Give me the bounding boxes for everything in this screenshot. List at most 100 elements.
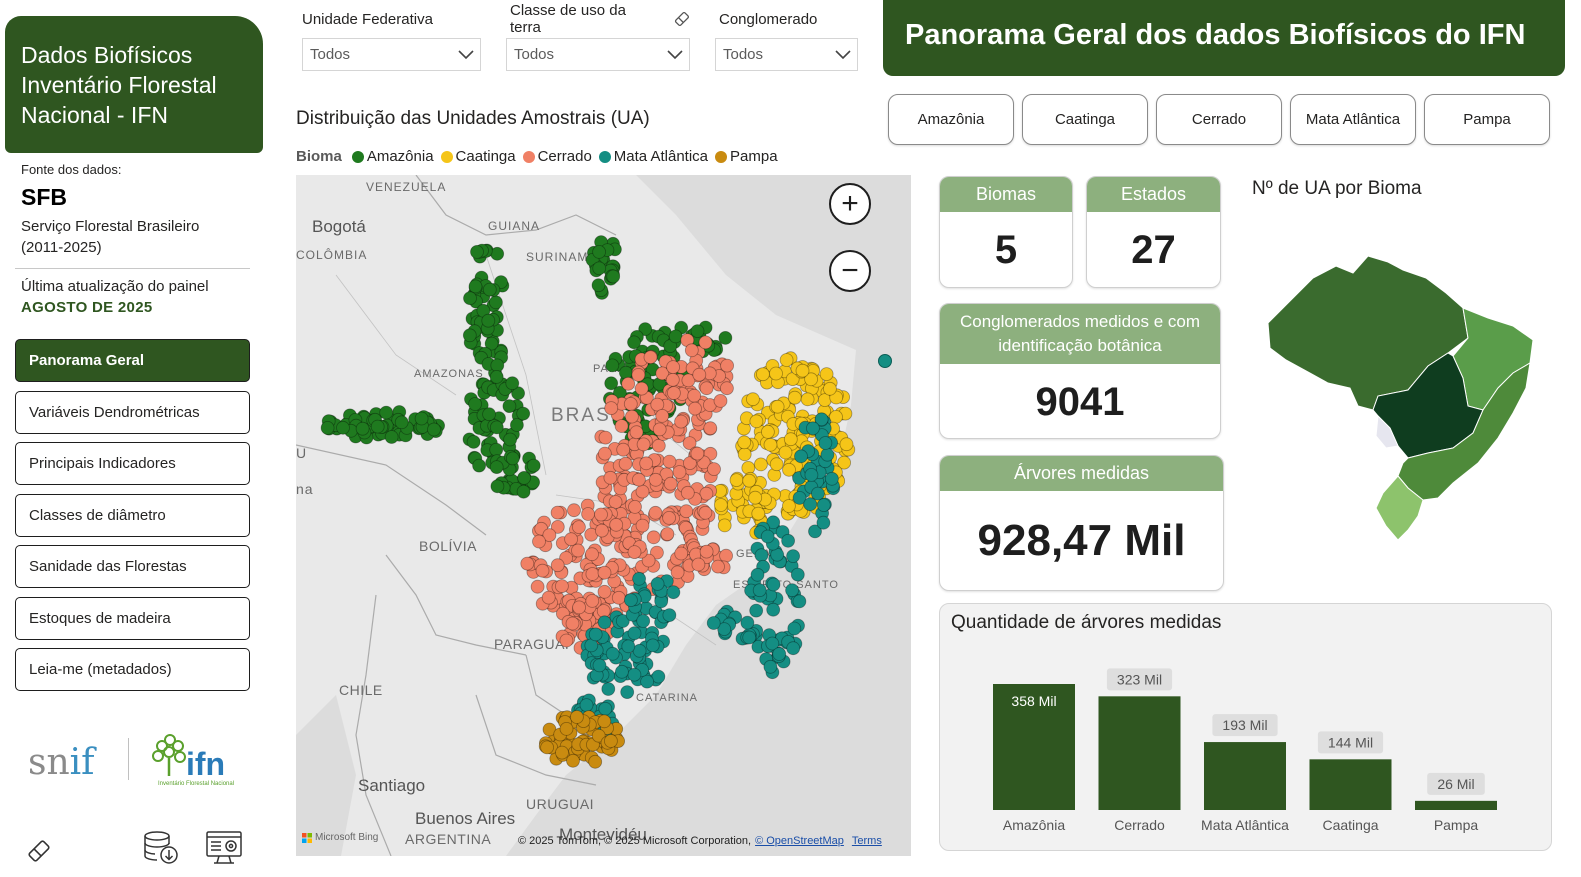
monitor-settings-icon[interactable] [205,830,243,866]
sample-unit-point [754,548,769,563]
card-value: 928,47 Mil [977,516,1186,565]
map-label-buenos-aires: Buenos Aires [415,809,516,828]
legend-item-mata-atlantica[interactable]: Mata Atlântica [598,148,708,165]
sample-unit-point [794,449,808,464]
zoom-in-button[interactable]: + [829,183,871,225]
tab-amazonia[interactable]: Amazônia [888,94,1014,145]
bar-chart-svg: 358 Mil Amazônia 323 Mil Cerrado 193 Mil Mata… [993,668,1497,833]
microsoft-logo-icon [302,832,312,843]
nav-principais-indicadores[interactable]: Principais Indicadores [15,442,250,485]
bar-caatinga[interactable] [1309,759,1392,810]
nav-leia-me[interactable]: Leia-me (metadados) [15,648,250,691]
sample-units-map[interactable]: VENEZUELA GUIANA Bogotá COLÔMBIA SURINAM… [296,175,911,856]
eraser-icon[interactable] [674,11,690,27]
sample-unit-point [532,534,546,549]
chevron-down-icon [835,49,851,59]
sample-unit-point [641,553,656,568]
sample-unit-point [643,350,658,365]
sample-unit-point [550,558,565,573]
sample-unit-point [660,527,675,541]
nav-classes-diametro[interactable]: Classes de diâmetro [15,493,250,537]
conglomerado-dropdown[interactable]: Todos [715,38,858,71]
nav-variaveis-dendrometricas[interactable]: Variáveis Dendrométricas [15,390,250,434]
sample-unit-point [636,437,651,452]
sample-unit-point [698,335,713,350]
bar-amazônia[interactable] [993,684,1075,810]
sample-unit-point [355,421,370,436]
database-download-icon[interactable] [142,830,180,866]
legend-item-cerrado[interactable]: Cerrado [522,148,592,165]
tab-pampa[interactable]: Pampa [1424,94,1550,145]
sample-unit-point [604,401,619,416]
unidade-federativa-dropdown[interactable]: Todos [302,38,481,71]
sample-unit-point [490,479,505,494]
sample-unit-point [691,557,706,572]
sample-unit-point [672,465,687,479]
filter-label: Conglomerado [719,10,818,28]
sample-unit-point [706,616,721,630]
tab-mata-atlantica[interactable]: Mata Atlântica [1290,94,1416,145]
sample-unit-point [592,261,607,276]
sample-unit-point [384,430,399,444]
sample-unit-point [811,486,825,501]
category-label: Mata Atlântica [1201,817,1289,833]
openstreetmap-link[interactable]: © OpenStreetMap [755,835,844,847]
snif-logo: snif [28,742,95,783]
sample-unit-point [662,608,677,623]
sample-unit-point [520,556,535,571]
sample-unit-point [663,476,678,491]
sample-unit-point [655,408,670,423]
sample-unit-point [770,399,785,414]
sample-unit-point [769,366,783,381]
sample-unit-point [597,584,612,599]
zoom-out-button[interactable]: − [829,250,871,292]
biome-choropleth-map[interactable] [1258,248,1543,543]
sample-unit-point [792,594,807,609]
bar-cerrado[interactable] [1098,696,1181,810]
sample-unit-point [640,674,655,689]
nav-panorama-geral[interactable]: Panorama Geral [15,339,250,382]
sample-unit-point [711,559,725,574]
sample-unit-point [535,563,550,578]
nav-estoques-madeira[interactable]: Estoques de madeira [15,596,250,640]
sample-unit-point [808,524,822,539]
eraser-icon[interactable] [26,838,52,864]
sample-unit-point [555,745,569,760]
sample-unit-point [627,545,642,560]
sample-unit-point [541,590,556,605]
dropdown-value: Todos [723,46,764,63]
legend-item-pampa[interactable]: Pampa [715,148,778,165]
sample-unit-point [742,473,757,488]
sample-unit-point [597,446,612,461]
sample-unit-point [666,386,681,400]
sample-unit-point [750,567,765,582]
sample-unit-point [679,504,694,519]
tab-caatinga[interactable]: Caatinga [1022,94,1148,145]
legend-title: Bioma [296,148,342,165]
data-label: 26 Mil [1437,776,1474,792]
sample-unit-point [785,583,800,598]
ifn-logo: ifn Inventário Florestal Nacional [152,734,234,787]
classe-uso-terra-dropdown[interactable]: Todos [506,38,690,71]
sample-unit-point [320,420,335,435]
terms-link[interactable]: Terms [851,835,882,847]
sample-unit-point [608,495,623,509]
legend-item-caatinga[interactable]: Caatinga [440,148,516,165]
sample-unit-point [502,399,517,414]
sample-unit-point [639,456,654,471]
card-label: Estados [1087,177,1220,212]
sample-unit-point [713,393,728,408]
sample-unit-point [482,282,497,297]
sample-unit-point [804,467,819,482]
nav-sanidade-florestas[interactable]: Sanidade das Florestas [15,545,250,588]
sample-unit-point [753,457,768,472]
tab-cerrado[interactable]: Cerrado [1156,94,1282,145]
sample-unit-point [488,295,503,310]
legend-item-amazonia[interactable]: Amazônia [351,148,434,165]
map-label-left-na: na [296,481,314,497]
data-label: 323 Mil [1117,671,1162,687]
bar-mata-atlântica[interactable] [1204,742,1286,810]
sample-unit-point [598,430,613,445]
sample-unit-point [749,414,764,429]
bar-pampa[interactable] [1415,800,1497,810]
